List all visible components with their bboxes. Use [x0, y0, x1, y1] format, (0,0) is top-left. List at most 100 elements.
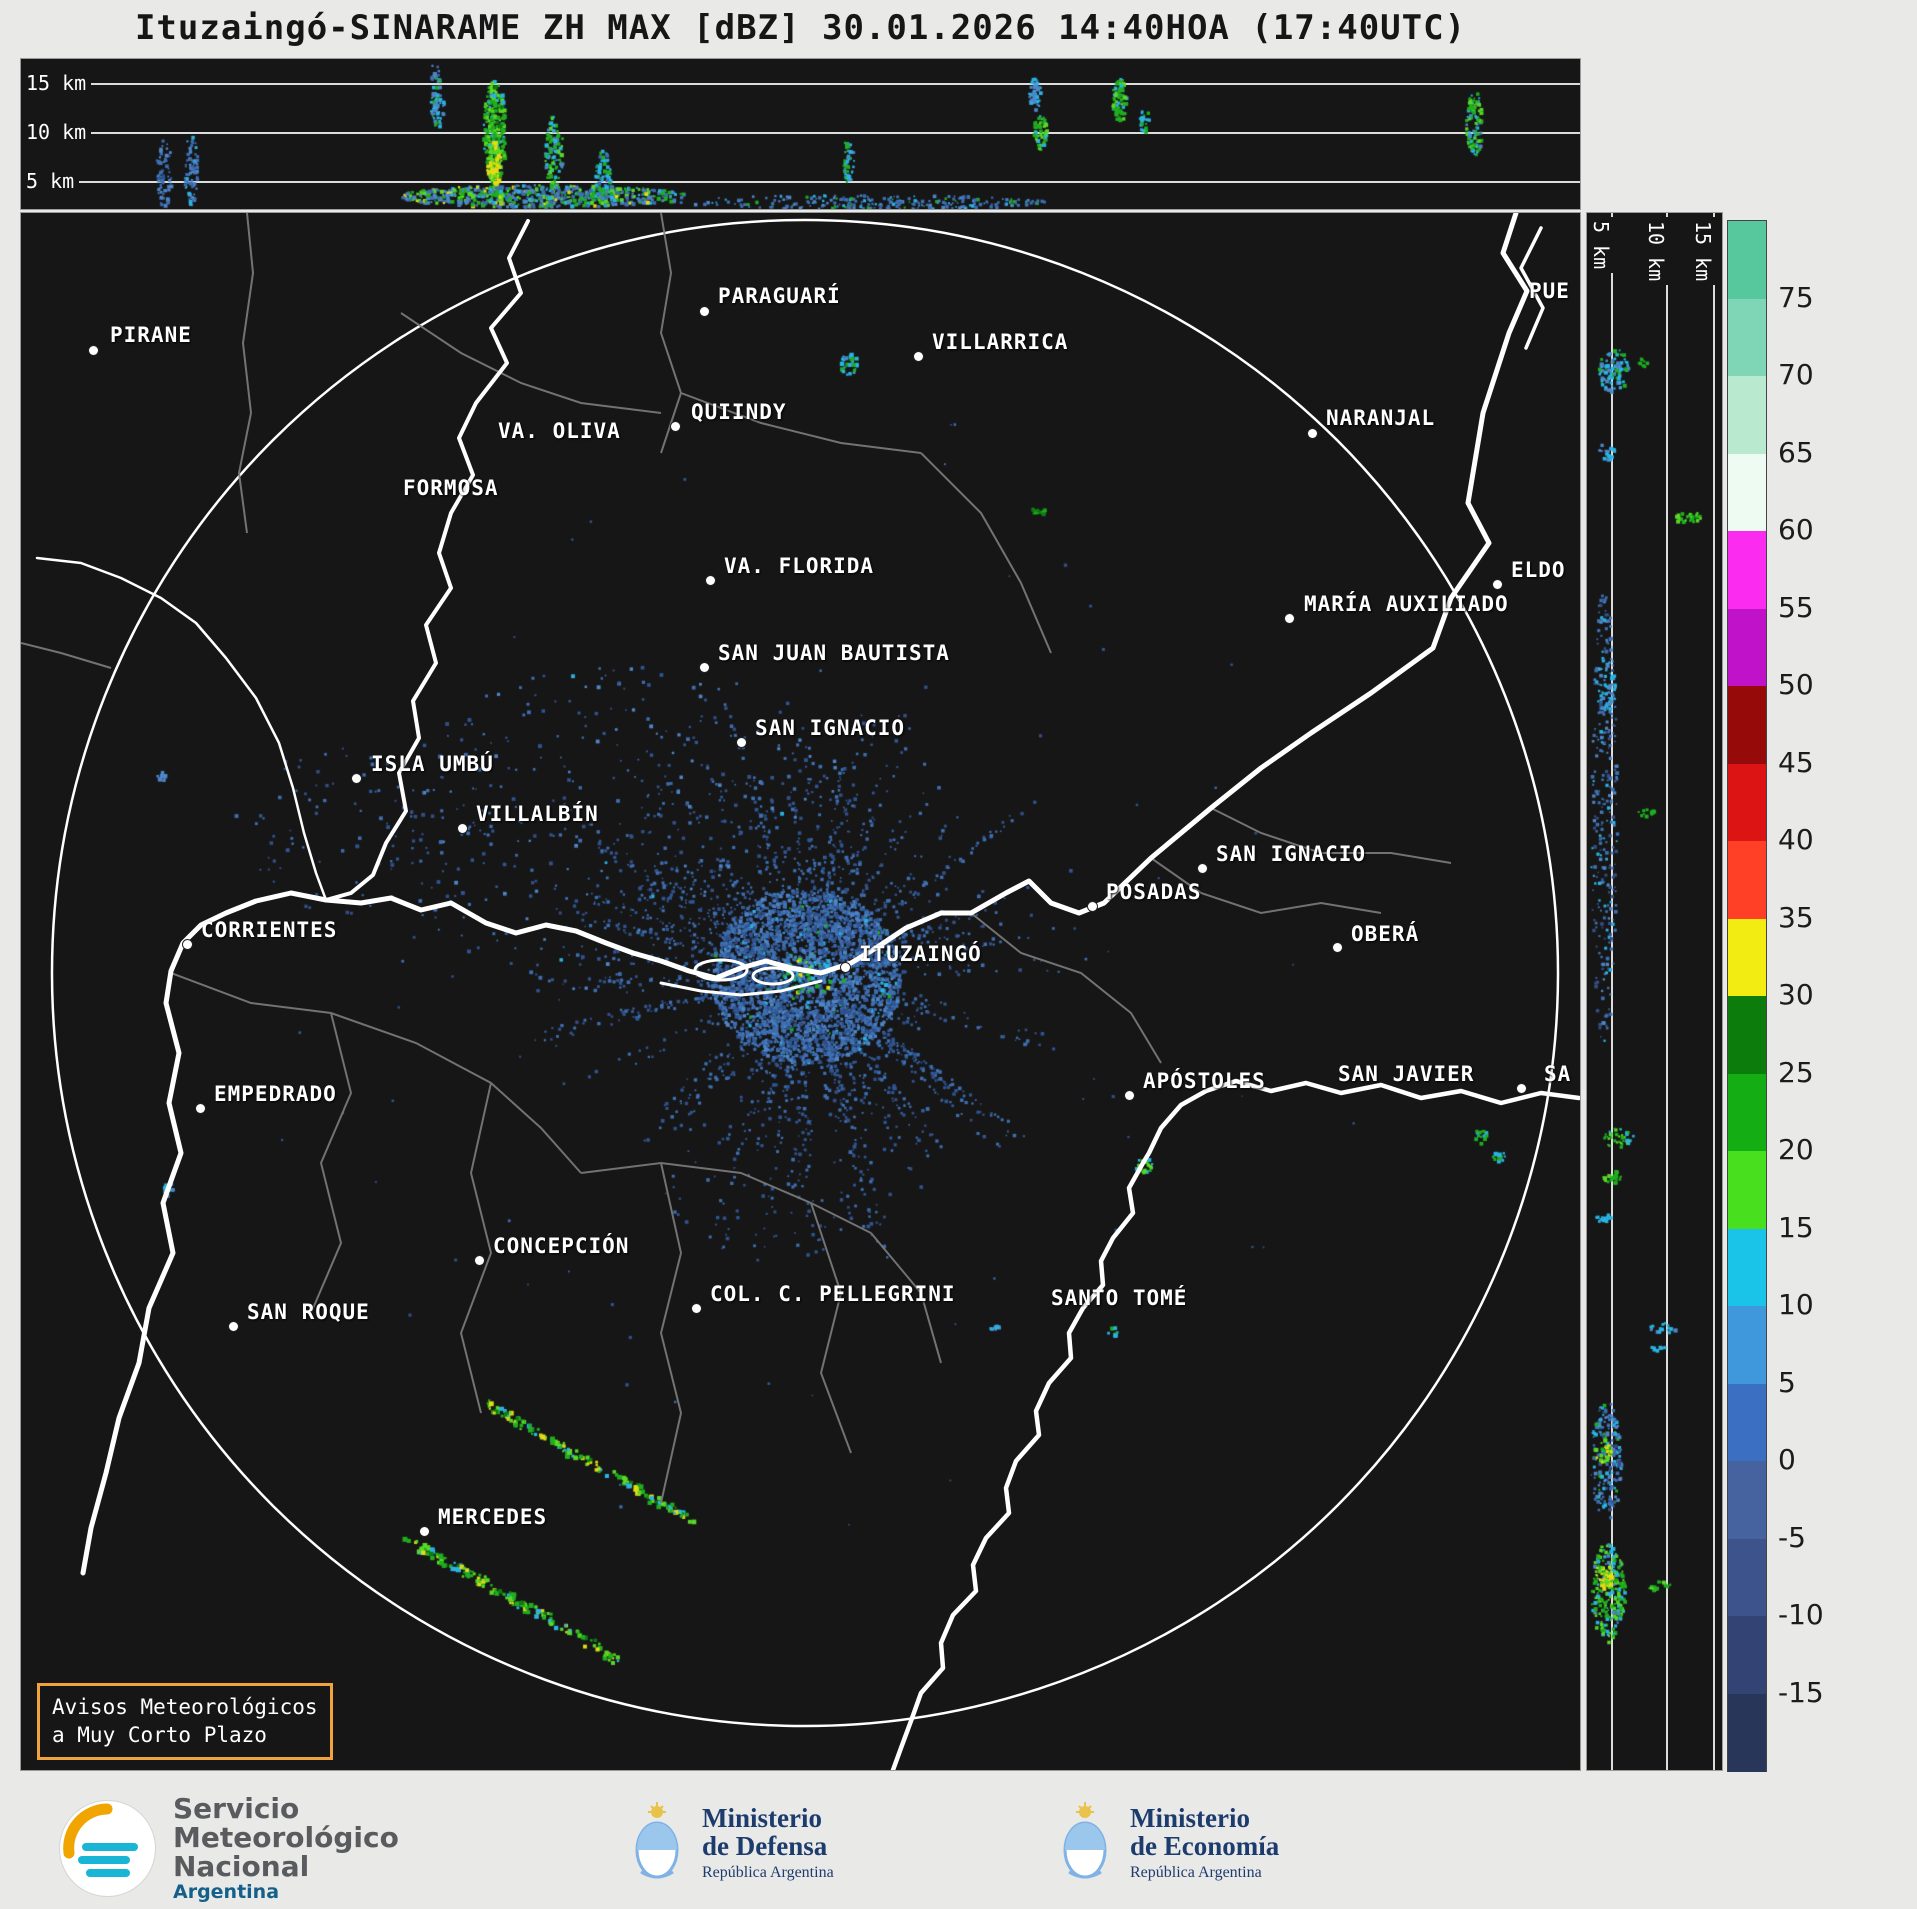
paraguay-river [324, 219, 530, 902]
city-dot [670, 421, 680, 431]
colorbar-tick-label: -5 [1778, 1520, 1806, 1554]
braided-channel [659, 979, 823, 997]
colorbar-tick-label: 15 [1778, 1210, 1814, 1244]
city-dot [699, 306, 709, 316]
colorbar-tick-label: 60 [1778, 513, 1814, 546]
short-term-warnings-badge[interactable]: Avisos Meteorológicos a Muy Corto Plazo [37, 1683, 333, 1760]
smn-line-1: Servicio [173, 1792, 300, 1825]
colorbar-segment [1728, 1383, 1766, 1462]
city-dot [1284, 613, 1294, 623]
right-cross-section-panel: 5 km 10 km 15 km [1586, 212, 1723, 1771]
city-label: SAN JUAN BAUTISTA [718, 641, 950, 665]
rivers [35, 213, 1580, 1770]
colorbar-tick-label: 35 [1778, 900, 1814, 934]
colorbar-segment [1728, 1151, 1766, 1229]
notice-line-2: a Muy Corto Plazo [52, 1723, 267, 1748]
colorbar-segment [1728, 996, 1766, 1074]
river-island [693, 958, 749, 982]
colorbar-tick-label: 40 [1778, 823, 1814, 856]
city-label: FORMOSA [403, 476, 499, 500]
smn-line-3: Nacional [173, 1850, 310, 1884]
colorbar-tick-label: 75 [1778, 280, 1814, 314]
colorbar-tick-label: 20 [1778, 1133, 1814, 1166]
colorbar-segment [1728, 1306, 1766, 1384]
ministerio-defensa-group: Ministerio de Defensa República Argentin… [628, 1802, 834, 1884]
dbz-colorbar [1727, 220, 1767, 1772]
ministerio-economia-group: Ministerio de Economía República Argenti… [1056, 1802, 1279, 1884]
colorbar-segment [1728, 918, 1766, 997]
city-label: SA [1544, 1062, 1572, 1086]
footer: Servicio Meteorológico Nacional Argentin… [0, 1772, 1917, 1909]
city-dot [1516, 1083, 1526, 1093]
colorbar-segment [1728, 221, 1766, 299]
colorbar-segment [1728, 841, 1766, 919]
city-label: QUIINDY [691, 400, 787, 424]
altitude-label-10km-v: 10 km [1644, 217, 1668, 286]
right-cross-section-canvas [1587, 213, 1722, 1770]
city-dot [736, 737, 746, 747]
uruguay-river [890, 1078, 1580, 1770]
colorbar-tick-label: 10 [1778, 1288, 1814, 1321]
city-label: SAN IGNACIO [1216, 842, 1367, 866]
city-dot [1332, 942, 1342, 952]
colorbar-segment [1728, 1693, 1766, 1772]
city-label: VA. FLORIDA [724, 554, 875, 578]
altitude-label-15km-v: 15 km [1691, 217, 1715, 286]
city-label: PARAGUARÍ [718, 284, 841, 308]
altitude-label-10km: 10 km [21, 119, 92, 145]
city-label: SAN JAVIER [1338, 1062, 1475, 1086]
economia-line-1: Ministerio [1130, 1802, 1250, 1833]
altitude-label-15km: 15 km [21, 70, 92, 96]
city-label: ITUZAINGÓ [859, 942, 982, 966]
colorbar-segment [1728, 763, 1766, 842]
radar-echo-canvas [21, 213, 1580, 1770]
colorbar-segment [1728, 1073, 1766, 1152]
city-label: SAN ROQUE [247, 1300, 370, 1324]
smn-country: Argentina [173, 1881, 280, 1904]
smn-logo-icon [60, 1801, 155, 1897]
ministerio-defensa-wordmark: Ministerio de Defensa República Argentin… [702, 1803, 834, 1882]
colorbar-segment [1728, 1461, 1766, 1539]
colorbar-segment [1728, 1616, 1766, 1694]
city-dot [705, 575, 715, 585]
city-label: COL. C. PELLEGRINI [710, 1282, 956, 1306]
city-dot [1307, 428, 1317, 438]
smn-logo-group: Servicio Meteorológico Nacional Argentin… [60, 1794, 399, 1903]
argentina-coat-of-arms-icon [1063, 1802, 1107, 1879]
smn-line-2: Meteorológico [173, 1821, 399, 1855]
radar-map-panel: PIRANE PARAGUARÍ VILLARRICA QUIINDY VA. OLIV… [20, 212, 1581, 1771]
city-label: PUE [1529, 279, 1570, 303]
city-label: VA. OLIVA [498, 419, 621, 443]
colorbar-tick-label: 55 [1778, 590, 1814, 624]
parana-side-channel [1519, 226, 1545, 350]
colorbar-segment [1728, 453, 1766, 532]
city-dot [1087, 901, 1097, 911]
colorbar-segment [1728, 376, 1766, 454]
city-label: ELDO [1511, 558, 1566, 582]
colorbar-segment [1728, 686, 1766, 764]
city-label: NARANJAL [1326, 406, 1436, 430]
city-dot [1492, 579, 1502, 589]
colorbar-tick-label: 70 [1778, 358, 1814, 391]
top-cross-section-canvas [21, 59, 1580, 209]
parana-river [80, 213, 1530, 1576]
city-dot [699, 662, 709, 672]
colorbar-tick-label: 25 [1778, 1055, 1814, 1089]
colorbar-tick-label: -15 [1778, 1675, 1824, 1709]
city-dot [1124, 1090, 1134, 1100]
colorbar-segment [1728, 1538, 1766, 1617]
city-dot [457, 823, 467, 833]
admin-boundaries [21, 213, 1452, 1504]
colorbar-segment [1728, 1228, 1766, 1307]
city-label: APÓSTOLES [1143, 1069, 1266, 1093]
colorbar-tick-label: 45 [1778, 745, 1814, 779]
top-cross-section-panel: 15 km 10 km 5 km [20, 58, 1581, 210]
city-dot [195, 1103, 205, 1113]
city-overlay: PIRANE PARAGUARÍ VILLARRICA QUIINDY VA. OLIV… [21, 213, 1580, 1770]
city-label: SAN IGNACIO [755, 716, 906, 740]
city-dot [228, 1321, 238, 1331]
city-label: CORRIENTES [201, 918, 338, 942]
city-dot [691, 1303, 701, 1313]
city-label: OBERÁ [1351, 922, 1420, 946]
